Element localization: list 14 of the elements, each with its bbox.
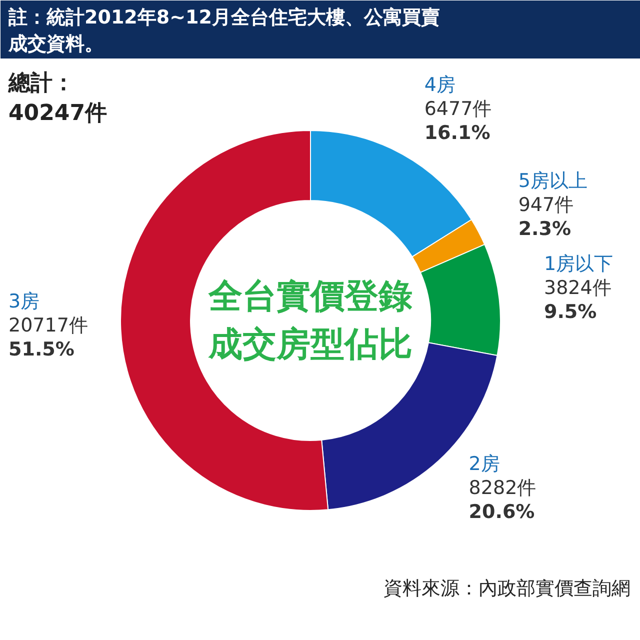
source-note: 資料來源：內政部實價查詢網: [384, 578, 630, 600]
data-label: 3824件 9.5%: [544, 276, 612, 323]
data-label: 947件 2.3%: [518, 194, 574, 240]
slice-label: 3房: [8, 290, 40, 312]
data-label: 20717件 51.5%: [8, 314, 88, 360]
slice-label: 2房: [468, 453, 500, 476]
text: 全台實價登錄成交房型佔比: [208, 276, 412, 364]
slice-label: 4房: [424, 74, 456, 96]
slice-label: 1房以下: [544, 252, 614, 275]
slice-label: 5房以上: [518, 170, 588, 192]
data-label: 6477件 16.1%: [424, 98, 492, 144]
text: 總計： 40247件: [8, 71, 108, 126]
data-label: 8282件 20.6%: [468, 477, 536, 524]
chart-subtitle: 註：統計2012年8~12月全台住宅大樓、公寓買賣成交資料。: [8, 6, 440, 55]
